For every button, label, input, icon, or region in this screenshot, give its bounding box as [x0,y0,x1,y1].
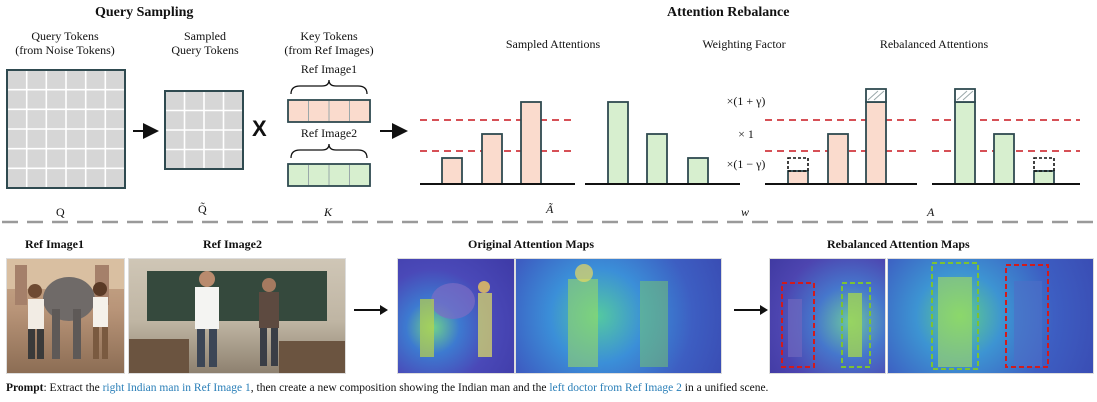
bar-rebalanced-ref2-2 [993,133,1015,185]
attention-rebalance-title: Attention Rebalance [667,5,790,20]
key-tokens-label-line1: Key Tokens [300,29,358,43]
prompt-text-1: : Extract the [43,382,103,394]
bar-sampled-ref1-1 [441,157,463,185]
query-tokens-label-line2: (from Noise Tokens) [15,43,115,57]
query-sampling-title: Query Sampling [95,5,194,20]
bar-rebalanced-ref2-1-added [954,88,976,103]
prompt-text-3: in a unified scene. [681,382,769,394]
sampled-query-label-line1: Sampled [184,29,226,43]
bar-rebalanced-ref1-3-added [865,88,887,103]
prompt-text: Prompt: Extract the right Indian man in … [6,382,768,394]
query-tokens-label: Query Tokens (from Noise Tokens) [0,29,130,57]
prompt-label: Prompt [6,382,44,394]
key-strip-ref2 [287,143,371,187]
bar-rebalanced-ref2-1 [954,101,976,185]
sampled-query-label: Sampled Query Tokens [150,29,260,57]
weight-down-label: ×(1 − γ) [726,157,766,171]
bar-rebalanced-ref1-1 [787,170,809,185]
weight-one-label: × 1 [738,127,754,141]
bottom-ref-image1-title: Ref Image1 [25,237,84,251]
ref-image1-photo [6,258,125,374]
key-tokens-label: Key Tokens (from Ref Images) [270,29,388,57]
bar-sampled-ref2-3 [687,157,709,185]
arrow-to-rebalanced-maps [734,305,768,315]
rebalanced-attentions-label: Rebalanced Attentions [879,37,989,51]
weight-up-label: ×(1 + γ) [726,94,766,108]
multiply-sign: X [252,116,267,141]
prompt-highlight-1: right Indian man in Ref Image 1 [102,382,251,394]
rebalanced-attention-bars-ref1 [765,88,917,185]
bar-rebalanced-ref1-2 [827,133,849,185]
rebalanced-attention-map-ref2 [887,258,1094,374]
weighting-factor-label: Weighting Factor [702,37,786,51]
bar-sampled-ref2-1 [607,101,629,185]
symbol-q: Q [56,205,65,219]
sampled-attention-bars-ref2 [585,101,740,185]
sampled-query-grid [164,90,244,170]
bar-rebalanced-ref1-3 [865,101,887,185]
key-strip-ref1 [287,79,371,123]
red-box-suppressed-2 [1005,264,1049,368]
red-box-suppressed [781,282,815,368]
ref-image2-photo [128,258,346,374]
prompt-text-2: , then create a new composition showing … [250,382,550,394]
symbol-w: w [741,205,750,219]
symbol-q-tilde: Q̃ [198,202,207,216]
rebalanced-attention-maps-title: Rebalanced Attention Maps [827,237,970,251]
sampled-attentions-label: Sampled Attentions [505,37,601,51]
top-diagram [2,69,1095,224]
bar-sampled-ref1-2 [481,133,503,185]
symbol-a-tilde: Ã [546,202,554,216]
rebalanced-attention-map-ref1 [769,258,886,374]
bar-rebalanced-ref1-1-removed [787,157,809,172]
prompt-highlight-2: left doctor from Ref Image 2 [549,382,682,394]
green-box-enhanced-2 [931,262,979,370]
bar-sampled-ref1-3 [520,101,542,185]
ref-image1-strip-label: Ref Image1 [300,62,358,76]
rebalanced-attention-bars-ref2 [932,88,1080,185]
original-attention-map-ref1 [397,258,515,374]
bar-rebalanced-ref2-3 [1033,170,1055,185]
bottom-ref-image2-title: Ref Image2 [203,237,262,251]
original-attention-map-ref2 [515,258,722,374]
key-tokens-label-line2: (from Ref Images) [284,43,374,57]
symbol-k: K [324,205,333,219]
bar-sampled-ref2-2 [646,133,668,185]
query-tokens-label-line1: Query Tokens [31,29,99,43]
symbol-a: A [927,205,935,219]
ref-image2-strip-label: Ref Image2 [300,126,358,140]
sampled-query-label-line2: Query Tokens [171,43,239,57]
arrow-to-original-maps [354,305,388,315]
bar-rebalanced-ref2-3-removed [1033,157,1055,172]
query-token-grid [6,69,126,189]
original-attention-maps-title: Original Attention Maps [468,237,595,251]
sampled-attention-bars-ref1 [420,101,575,185]
